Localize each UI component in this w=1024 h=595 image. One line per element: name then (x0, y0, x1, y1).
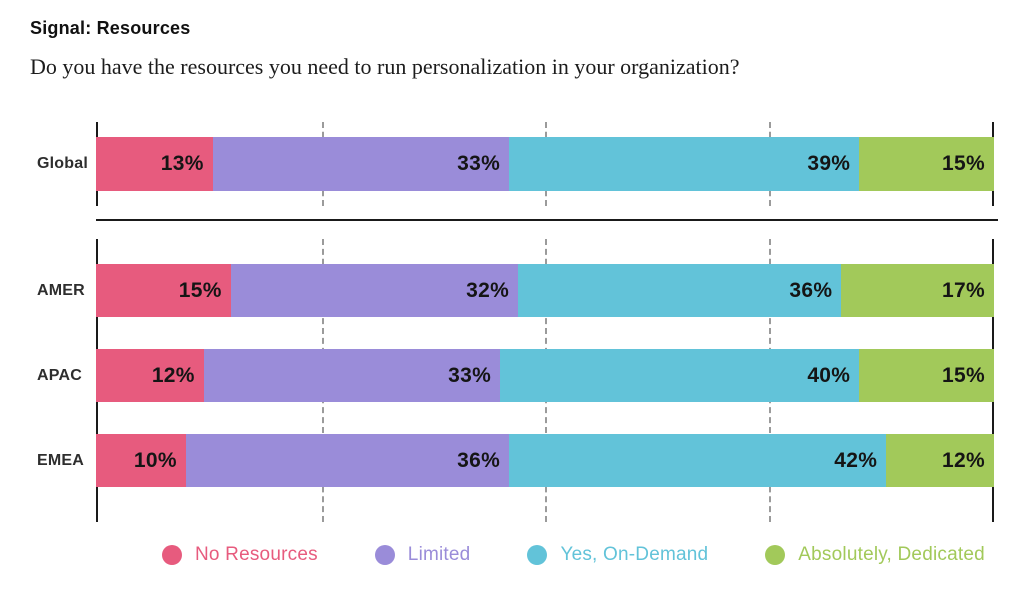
legend-label-no-resources: No Resources (195, 544, 318, 565)
bar-segment-limited: 33% (212, 137, 510, 191)
bar-segment-absolutely-dedicated: 12% (886, 434, 994, 487)
row-label-global: Global (37, 155, 88, 172)
segment-value-label: 15% (942, 363, 985, 387)
legend-dot-absolutely-dedicated (765, 545, 786, 565)
legend-dot-limited (374, 545, 395, 565)
bar-segment-no-resources: 10% (96, 434, 186, 487)
row-label-apac: APAC (37, 366, 82, 384)
segment-value-label: 15% (942, 152, 985, 175)
legend: No Resources Limited Yes, On-Demand Absolut… (162, 544, 1024, 566)
bar-segment-no-resources: 12% (96, 349, 204, 402)
segment-value-label: 12% (942, 448, 985, 472)
bar-segment-absolutely-dedicated: 17% (841, 264, 994, 317)
global-section: Global 13% 33% 39% 15% (0, 122, 1024, 206)
segment-value-label: 36% (457, 448, 501, 472)
segment-value-label: 36% (789, 278, 833, 302)
bar-segment-limited: 36% (185, 434, 510, 487)
legend-dot-no-resources (162, 545, 182, 565)
row-label-emea: EMEA (37, 451, 85, 469)
bar-segment-yes-on-demand: 40% (500, 349, 860, 402)
bar-segment-limited: 32% (230, 264, 519, 317)
chart-header: Signal: Resources Do you have the resour… (0, 0, 1024, 80)
chart-question: Do you have the resources you need to ru… (30, 54, 740, 79)
segment-value-label: 13% (160, 152, 204, 175)
stacked-bar-global: 13% 33% 39% 15% (96, 137, 994, 191)
segment-value-label: 33% (457, 152, 501, 175)
regions-section: AMER 15% 32% 36% 17% APAC 12% 33% 40% 15% EMEA 10% 3… (0, 239, 1024, 522)
bar-row-emea: EMEA 10% 36% 42% 12% (0, 434, 1024, 487)
page-title: Signal: Resources (30, 18, 191, 38)
segment-value-label: 15% (178, 278, 222, 302)
segment-value-label: 12% (151, 363, 195, 387)
segment-value-label: 17% (942, 278, 985, 302)
legend-label-limited: Limited (407, 544, 471, 565)
stacked-bar-chart: Global 13% 33% 39% 15% AMER 15% 32% 36% 17% APAC 1… (0, 122, 1024, 566)
legend-item-yes-on-demand: Yes, On-Demand (527, 544, 708, 566)
bar-row-amer: AMER 15% 32% 36% 17% (0, 264, 1024, 317)
bar-segment-yes-on-demand: 42% (509, 434, 887, 487)
legend-item-absolutely-dedicated: Absolutely, Dedicated (765, 544, 985, 566)
bar-segment-no-resources: 15% (96, 264, 231, 317)
segment-value-label: 32% (466, 278, 510, 302)
segment-value-label: 39% (807, 152, 851, 175)
bar-segment-absolutely-dedicated: 15% (859, 137, 994, 191)
segment-value-label: 33% (448, 363, 492, 387)
stacked-bar-emea: 10% 36% 42% 12% (96, 434, 994, 487)
bar-segment-yes-on-demand: 39% (509, 137, 860, 191)
bar-segment-limited: 33% (203, 349, 501, 402)
bar-row-apac: APAC 12% 33% 40% 15% (0, 349, 1024, 402)
segment-value-label: 42% (834, 448, 878, 472)
segment-value-label: 10% (133, 448, 177, 472)
legend-item-no-resources: No Resources (162, 544, 318, 566)
legend-item-limited: Limited (374, 544, 471, 566)
row-label-amer: AMER (37, 281, 85, 299)
stacked-bar-amer: 15% 32% 36% 17% (96, 264, 994, 317)
legend-label-yes-on-demand: Yes, On-Demand (560, 544, 709, 565)
bar-segment-absolutely-dedicated: 15% (859, 349, 994, 402)
legend-dot-yes-on-demand (527, 545, 548, 565)
bar-segment-no-resources: 13% (96, 137, 213, 191)
bar-segment-yes-on-demand: 36% (518, 264, 842, 317)
legend-label-absolutely-dedicated: Absolutely, Dedicated (798, 544, 985, 565)
segment-value-label: 40% (807, 363, 851, 387)
stacked-bar-apac: 12% 33% 40% 15% (96, 349, 994, 402)
section-divider (96, 219, 998, 221)
bar-row-global: Global 13% 33% 39% 15% (0, 137, 1024, 191)
